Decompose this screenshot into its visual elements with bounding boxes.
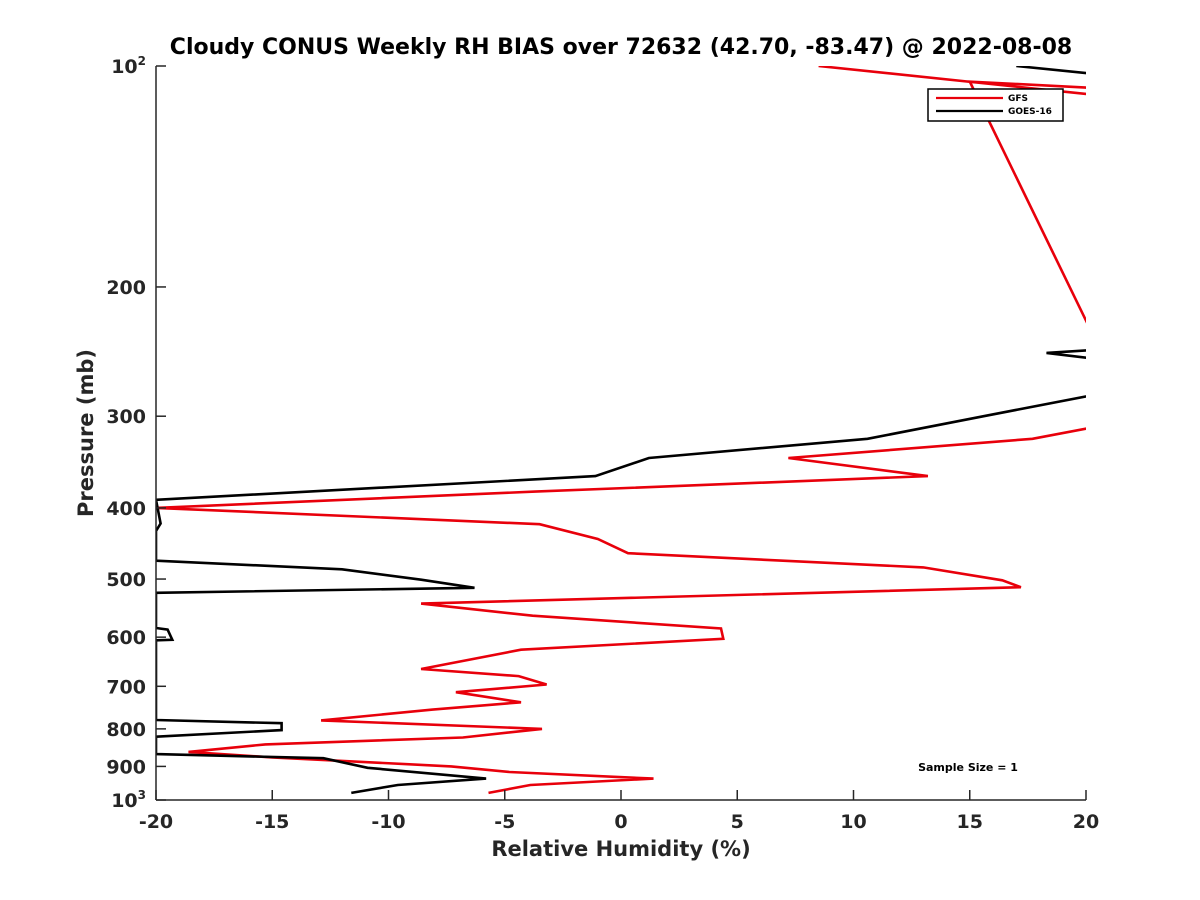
y-tick-label: 500 bbox=[106, 569, 146, 591]
y-tick-label: 300 bbox=[106, 406, 146, 428]
series-layer bbox=[156, 66, 1086, 795]
x-tick-label: 0 bbox=[614, 811, 627, 833]
x-tick-label: 5 bbox=[731, 811, 744, 833]
x-tick-label: -20 bbox=[139, 811, 173, 833]
x-tick-label: 20 bbox=[1073, 811, 1099, 833]
x-tick-label: -10 bbox=[371, 811, 405, 833]
legend-label: GOES-16 bbox=[1008, 107, 1052, 117]
axes-layer: -20 -15 -10 -5 0 5 10 15 20 102 200 300 400 500 600 700… bbox=[106, 54, 1099, 833]
x-axis-label: Relative Humidity (%) bbox=[491, 837, 750, 861]
y-tick-label: 102 bbox=[111, 54, 146, 78]
y-tick-label: 600 bbox=[106, 627, 146, 649]
chart-title: Cloudy CONUS Weekly RH BIAS over 72632 (… bbox=[170, 35, 1072, 60]
x-tick-label: -15 bbox=[255, 811, 289, 833]
y-tick-label: 700 bbox=[106, 676, 146, 698]
y-tick-label: 200 bbox=[106, 277, 146, 299]
y-tick-label: 900 bbox=[106, 756, 146, 778]
series-line-goes-16 bbox=[156, 66, 1086, 795]
y-axis-label: Pressure (mb) bbox=[74, 349, 98, 517]
x-tick-label: 10 bbox=[840, 811, 866, 833]
sample-size-annotation: Sample Size = 1 bbox=[918, 761, 1018, 774]
series-line-gfs bbox=[156, 66, 1086, 795]
y-tick-label: 800 bbox=[106, 719, 146, 741]
x-tick-label: -5 bbox=[494, 811, 515, 833]
x-tick-label: 15 bbox=[957, 811, 983, 833]
legend-label: GFS bbox=[1008, 94, 1028, 104]
legend-box bbox=[927, 88, 1064, 122]
y-tick-label: 103 bbox=[111, 788, 146, 812]
y-tick-label: 400 bbox=[106, 498, 146, 520]
legend: GFS GOES-16 bbox=[927, 88, 1064, 122]
